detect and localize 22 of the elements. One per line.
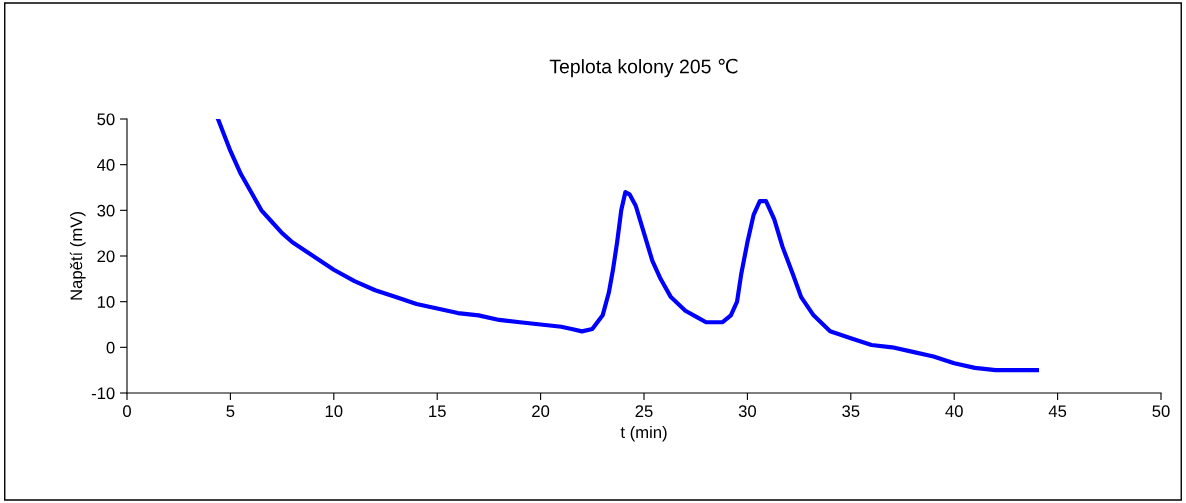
x-tick-label: 40 <box>945 405 963 418</box>
line-series <box>215 119 1040 373</box>
x-tick-label: 5 <box>226 405 235 418</box>
x-axis-title: t (min) <box>620 425 667 442</box>
y-tick-label: 40 <box>97 159 115 171</box>
y-tick-label: -10 <box>91 387 115 400</box>
y-axis-title: Napětí (mV) <box>69 212 86 300</box>
y-tick-label: 50 <box>97 113 115 126</box>
x-tick-label: 25 <box>635 405 653 418</box>
x-tick-label: 30 <box>738 405 757 418</box>
x-tick-label: 35 <box>842 405 860 418</box>
x-tick-label: 20 <box>532 405 550 418</box>
x-tick-label: 0 <box>123 405 131 418</box>
y-tick-label: 0 <box>106 341 115 354</box>
x-tick-label: 15 <box>429 405 446 418</box>
x-tick-label: 45 <box>1048 405 1067 418</box>
y-tick-label: 30 <box>97 204 115 217</box>
y-tick-label: 20 <box>97 250 115 263</box>
x-tick-label: 50 <box>1152 405 1170 418</box>
y-tick-label: 10 <box>97 296 115 308</box>
x-tick-label: 10 <box>325 405 343 418</box>
chart-title: Teplota kolony 205 ℃ <box>549 58 738 78</box>
